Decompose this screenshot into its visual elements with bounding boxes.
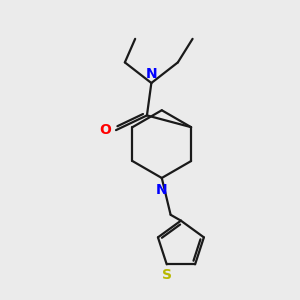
- Text: N: N: [156, 183, 168, 197]
- Text: O: O: [99, 123, 111, 137]
- Text: N: N: [146, 67, 157, 81]
- Text: S: S: [162, 268, 172, 282]
